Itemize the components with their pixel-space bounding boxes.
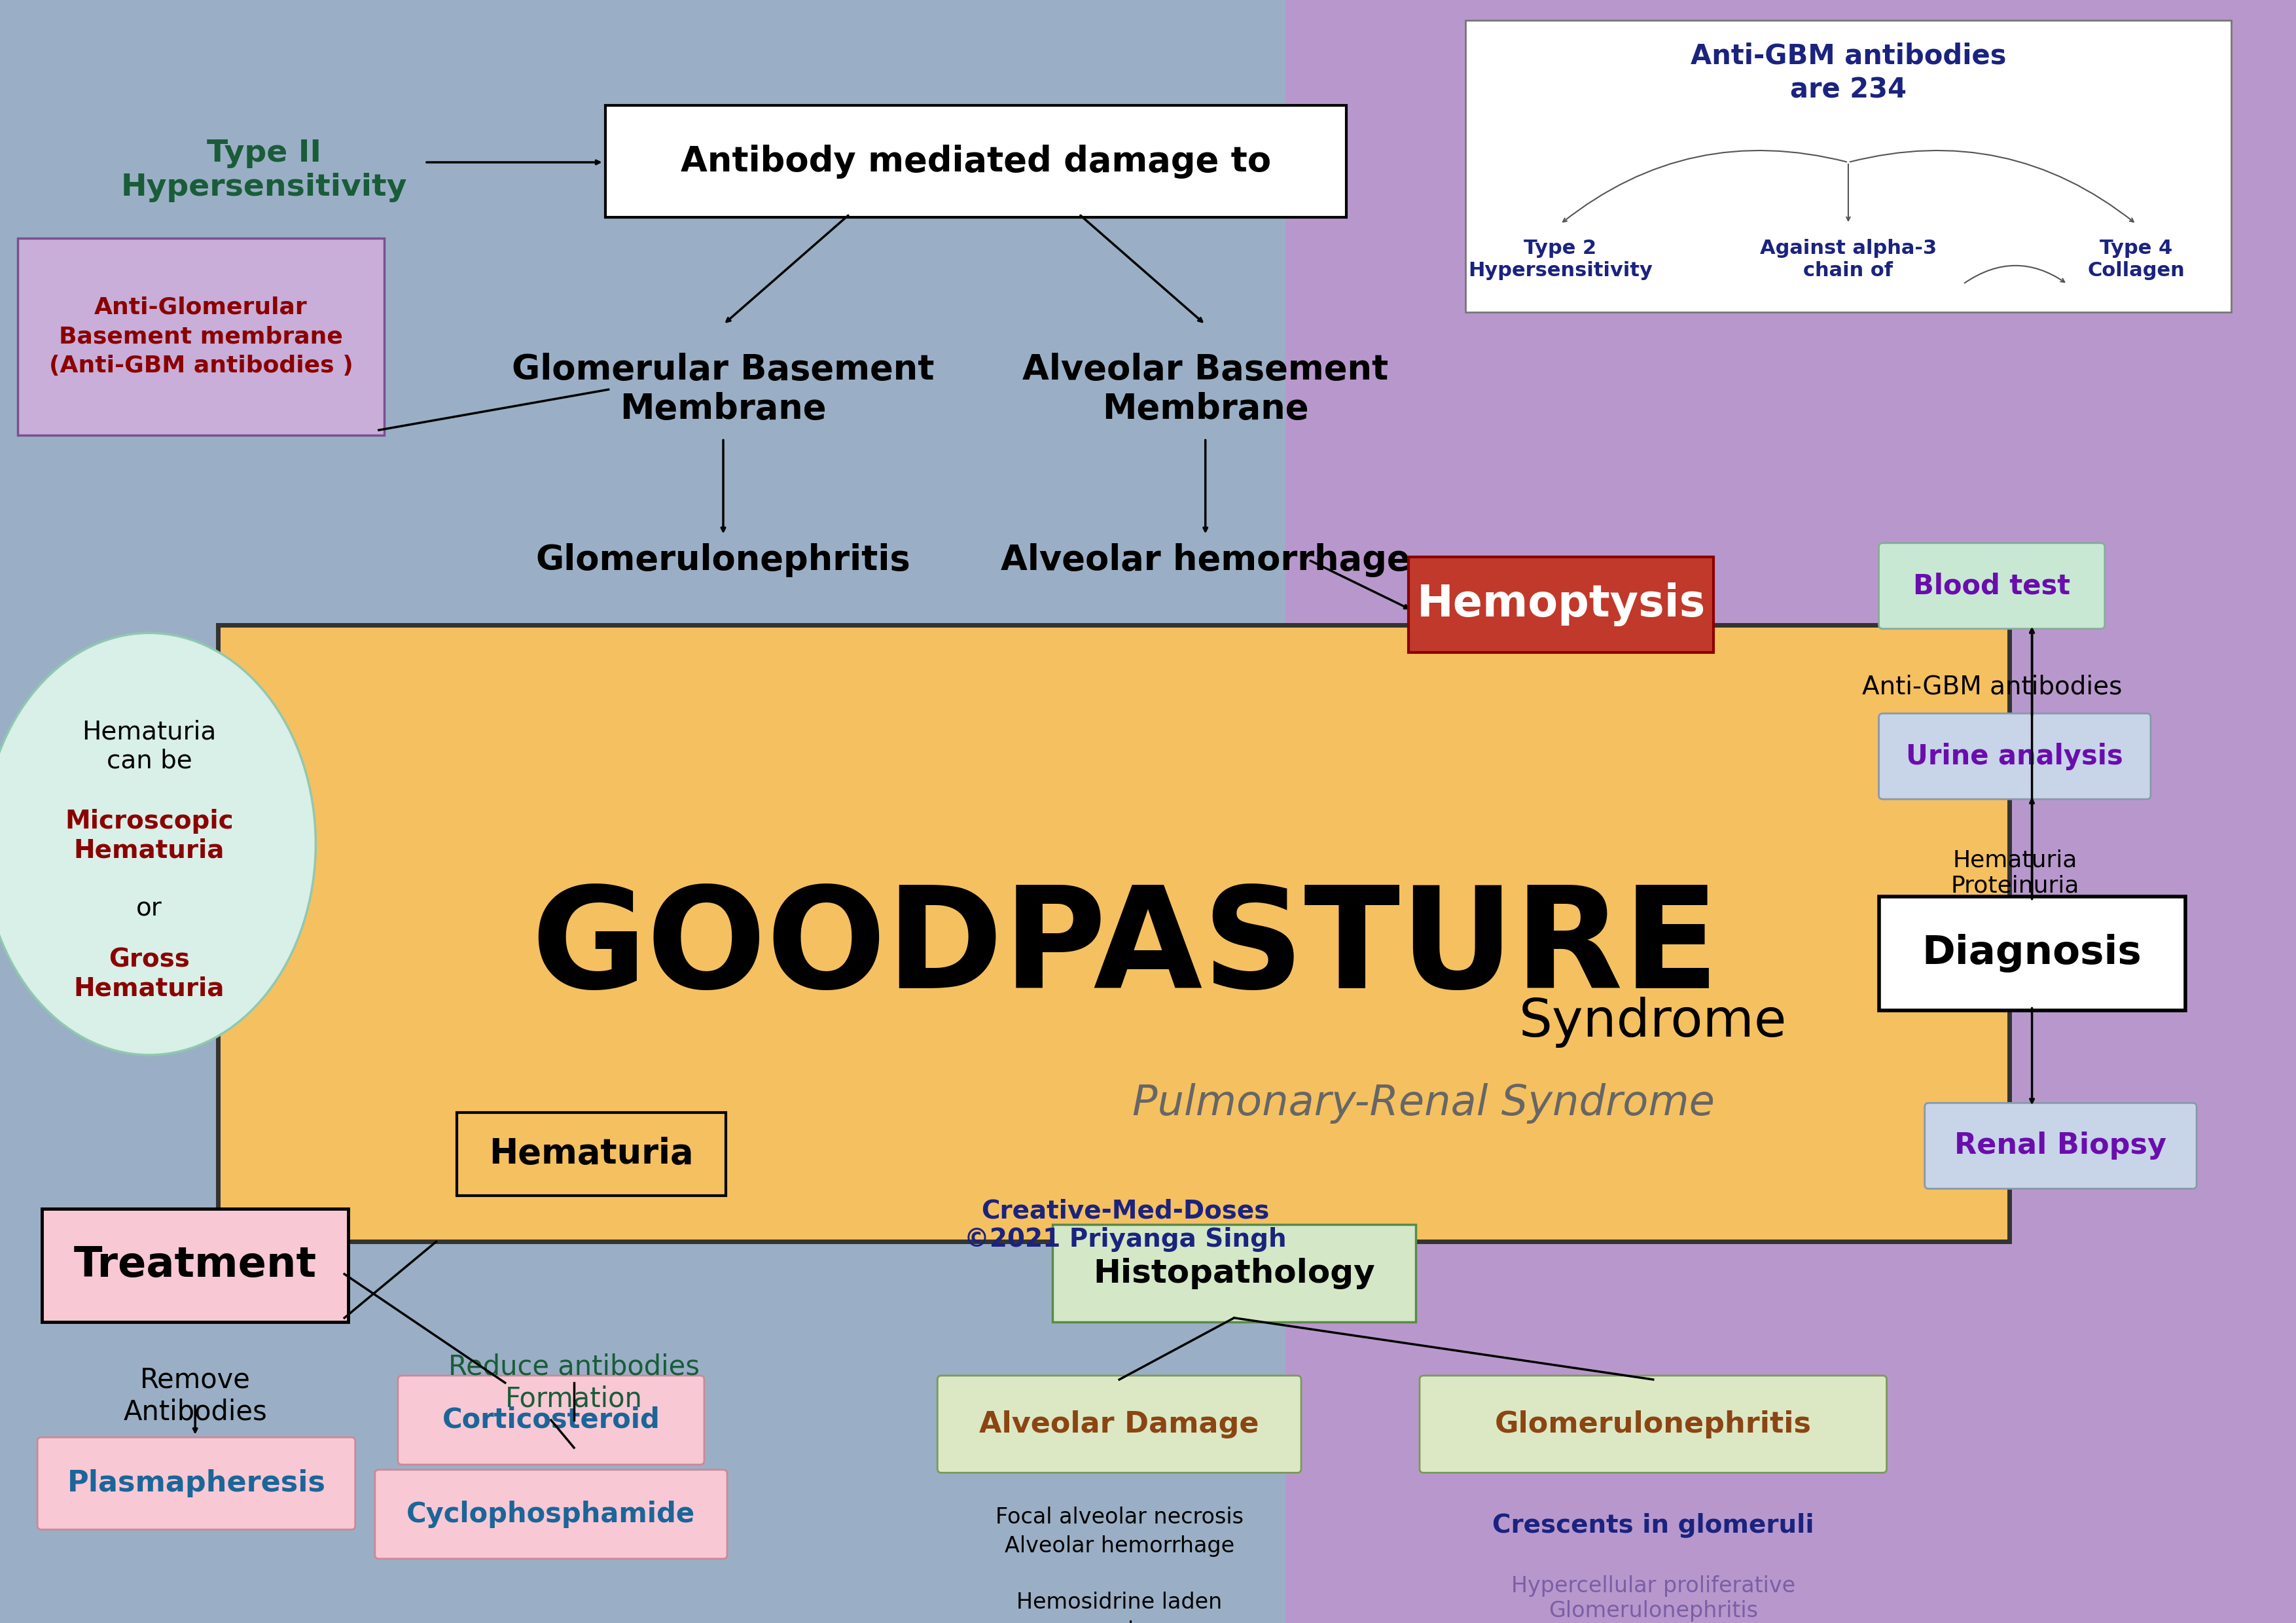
- Text: Anti-GBM antibodies
are 234: Anti-GBM antibodies are 234: [1690, 42, 2007, 104]
- Polygon shape: [1286, 0, 2296, 1623]
- Text: Alveolar Basement
Membrane: Alveolar Basement Membrane: [1022, 352, 1389, 427]
- Text: Anti-GBM antibodies: Anti-GBM antibodies: [1862, 674, 2122, 700]
- Text: Crescents in glomeruli: Crescents in glomeruli: [1492, 1513, 1814, 1539]
- Text: Remove
Antibodies: Remove Antibodies: [124, 1367, 266, 1425]
- FancyBboxPatch shape: [37, 1438, 356, 1529]
- Text: Hemoptysis: Hemoptysis: [1417, 583, 1706, 626]
- Text: Gross
Hematuria: Gross Hematuria: [73, 946, 225, 1001]
- Polygon shape: [0, 0, 1286, 1623]
- Text: or: or: [135, 896, 163, 922]
- Text: Alveolar hemorrhage: Alveolar hemorrhage: [1001, 544, 1410, 576]
- Text: Blood test: Blood test: [1913, 573, 2071, 599]
- FancyBboxPatch shape: [1410, 557, 1713, 652]
- FancyBboxPatch shape: [374, 1470, 728, 1558]
- Text: Alveolar Damage: Alveolar Damage: [980, 1410, 1258, 1438]
- Text: Anti-Glomerular
Basement membrane
(Anti-GBM antibodies ): Anti-Glomerular Basement membrane (Anti-…: [48, 297, 354, 377]
- FancyBboxPatch shape: [1419, 1376, 1887, 1472]
- FancyBboxPatch shape: [937, 1376, 1302, 1472]
- FancyBboxPatch shape: [218, 625, 2009, 1242]
- Text: Hematuria
Proteinuria: Hematuria Proteinuria: [1952, 849, 2078, 898]
- FancyBboxPatch shape: [1878, 714, 2151, 799]
- Text: Diagnosis: Diagnosis: [1922, 935, 2142, 972]
- Text: Cyclophosphamide: Cyclophosphamide: [406, 1501, 696, 1527]
- FancyBboxPatch shape: [1878, 898, 2186, 1010]
- Text: Urine analysis: Urine analysis: [1906, 743, 2124, 769]
- Text: Antibody mediated damage to: Antibody mediated damage to: [680, 144, 1272, 179]
- FancyBboxPatch shape: [1878, 544, 2105, 628]
- Text: GOODPASTURE: GOODPASTURE: [530, 881, 1720, 1018]
- Text: Plasmapheresis: Plasmapheresis: [67, 1469, 326, 1498]
- Text: Corticosteroid: Corticosteroid: [443, 1407, 659, 1433]
- Text: Creative-Med-Doses
©2021 Priyanga Singh: Creative-Med-Doses ©2021 Priyanga Singh: [964, 1198, 1286, 1253]
- FancyBboxPatch shape: [1465, 21, 2232, 312]
- Text: Renal Biopsy: Renal Biopsy: [1954, 1131, 2167, 1160]
- FancyBboxPatch shape: [1924, 1104, 2197, 1188]
- Text: Type 2
Hypersensitivity: Type 2 Hypersensitivity: [1467, 239, 1653, 281]
- Text: Type 4
Collagen: Type 4 Collagen: [2087, 239, 2186, 281]
- Ellipse shape: [0, 633, 317, 1055]
- Text: Hematuria: Hematuria: [489, 1138, 693, 1170]
- Text: Hematuria
can be: Hematuria can be: [83, 719, 216, 774]
- FancyBboxPatch shape: [457, 1112, 726, 1196]
- Text: Against alpha-3
chain of: Against alpha-3 chain of: [1759, 239, 1938, 281]
- Text: Treatment: Treatment: [73, 1245, 317, 1285]
- Text: Glomerular Basement
Membrane: Glomerular Basement Membrane: [512, 352, 934, 427]
- FancyBboxPatch shape: [397, 1376, 705, 1464]
- FancyBboxPatch shape: [41, 1209, 349, 1321]
- FancyBboxPatch shape: [1052, 1225, 1417, 1321]
- Text: Syndrome: Syndrome: [1520, 997, 1786, 1048]
- Text: Glomerulonephritis: Glomerulonephritis: [535, 544, 912, 576]
- Text: Histopathology: Histopathology: [1093, 1258, 1375, 1289]
- Text: Reduce antibodies
Formation: Reduce antibodies Formation: [448, 1354, 700, 1412]
- Text: Hypercellular proliferative
Glomerulonephritis: Hypercellular proliferative Glomerulonep…: [1511, 1576, 1795, 1621]
- FancyBboxPatch shape: [606, 105, 1345, 217]
- Text: Glomerulonephritis: Glomerulonephritis: [1495, 1410, 1812, 1438]
- Text: Focal alveolar necrosis
Alveolar hemorrhage

Hemosidrine laden
macrophages: Focal alveolar necrosis Alveolar hemorrh…: [994, 1506, 1244, 1623]
- FancyBboxPatch shape: [18, 239, 383, 435]
- Text: Microscopic
Hematuria: Microscopic Hematuria: [64, 808, 234, 863]
- Text: Type II
Hypersensitivity: Type II Hypersensitivity: [122, 138, 406, 203]
- Text: Pulmonary-Renal Syndrome: Pulmonary-Renal Syndrome: [1132, 1084, 1715, 1123]
